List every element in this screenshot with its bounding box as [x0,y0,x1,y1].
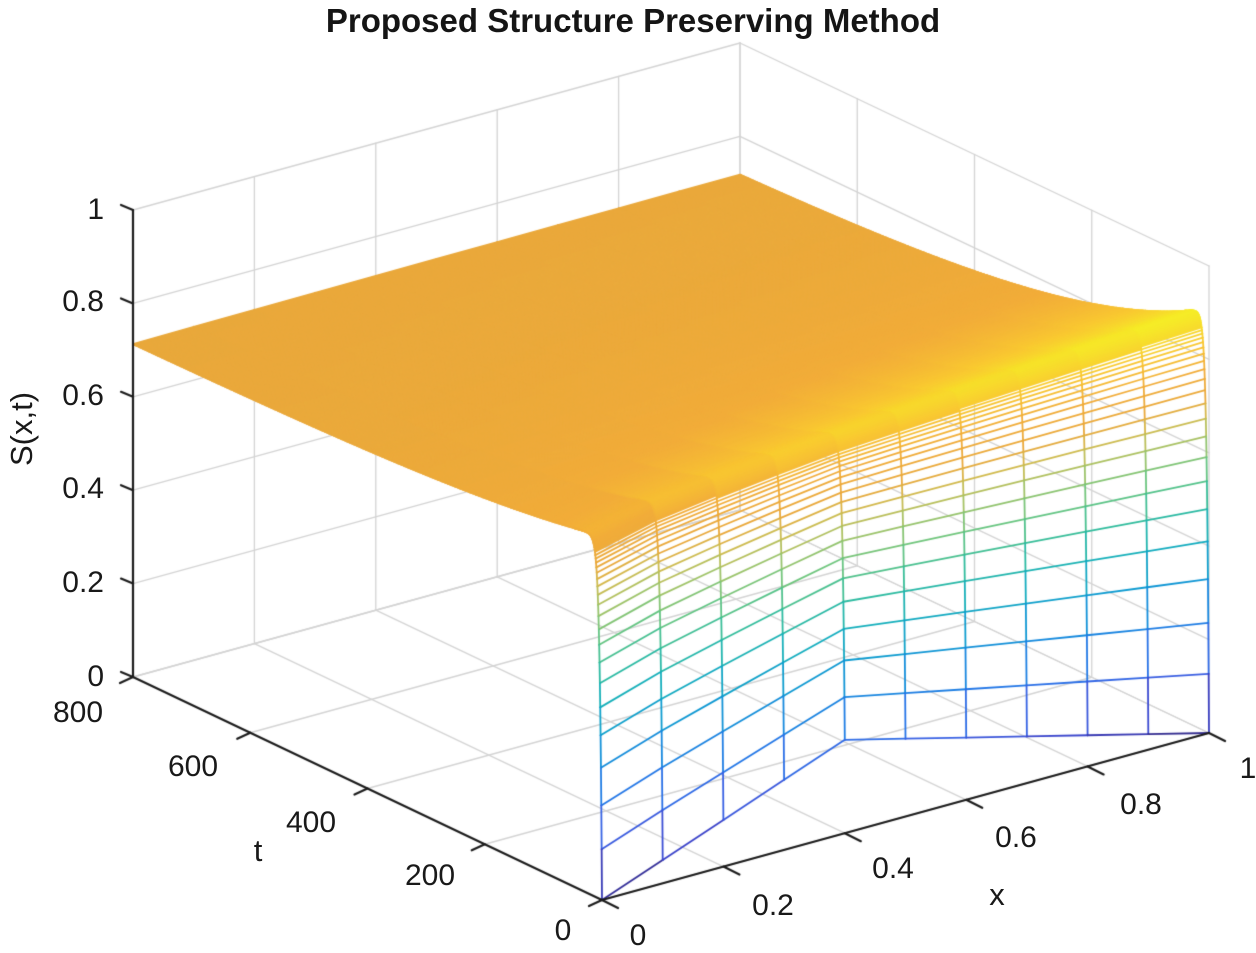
z-axis-tick-label-2: 0.4 [62,472,104,505]
x-axis-tick-label-0: 0 [629,919,647,952]
z-axis-tick-label-3: 0.6 [62,379,104,412]
x-axis-tick-label-08: 0.8 [1120,788,1162,821]
z-axis-tick-label-0: 0 [87,660,104,693]
z-axis-tick-label-4: 0.8 [62,285,104,318]
t-axis-tick-label-0: 0 [554,914,572,947]
t-axis-tick-label-600: 600 [167,750,219,783]
t-axis-tick-label-400: 400 [285,806,337,839]
x-axis-tick-label-1: 1 [1239,752,1256,785]
x-axis-tick-label-02: 0.2 [752,889,794,922]
chart-title: Proposed Structure Preserving Method [325,2,941,39]
z-axis-label: S(x,t) [4,391,39,467]
x-axis-label: x [989,877,1005,912]
z-axis-tick-label-5: 1 [87,193,104,226]
x-axis-tick-label-06: 0.6 [995,821,1037,854]
t-axis-tick-label-200: 200 [404,859,456,892]
t-axis-label: t [253,833,263,868]
x-axis-tick-label-04: 0.4 [872,852,914,885]
z-axis-tick-label-1: 0.2 [62,566,104,599]
t-axis-tick-label-800: 800 [52,696,104,729]
